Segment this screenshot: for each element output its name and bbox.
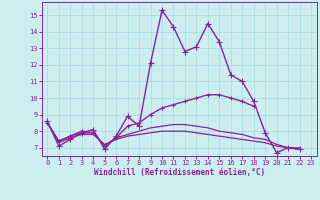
X-axis label: Windchill (Refroidissement éolien,°C): Windchill (Refroidissement éolien,°C) bbox=[94, 168, 265, 177]
